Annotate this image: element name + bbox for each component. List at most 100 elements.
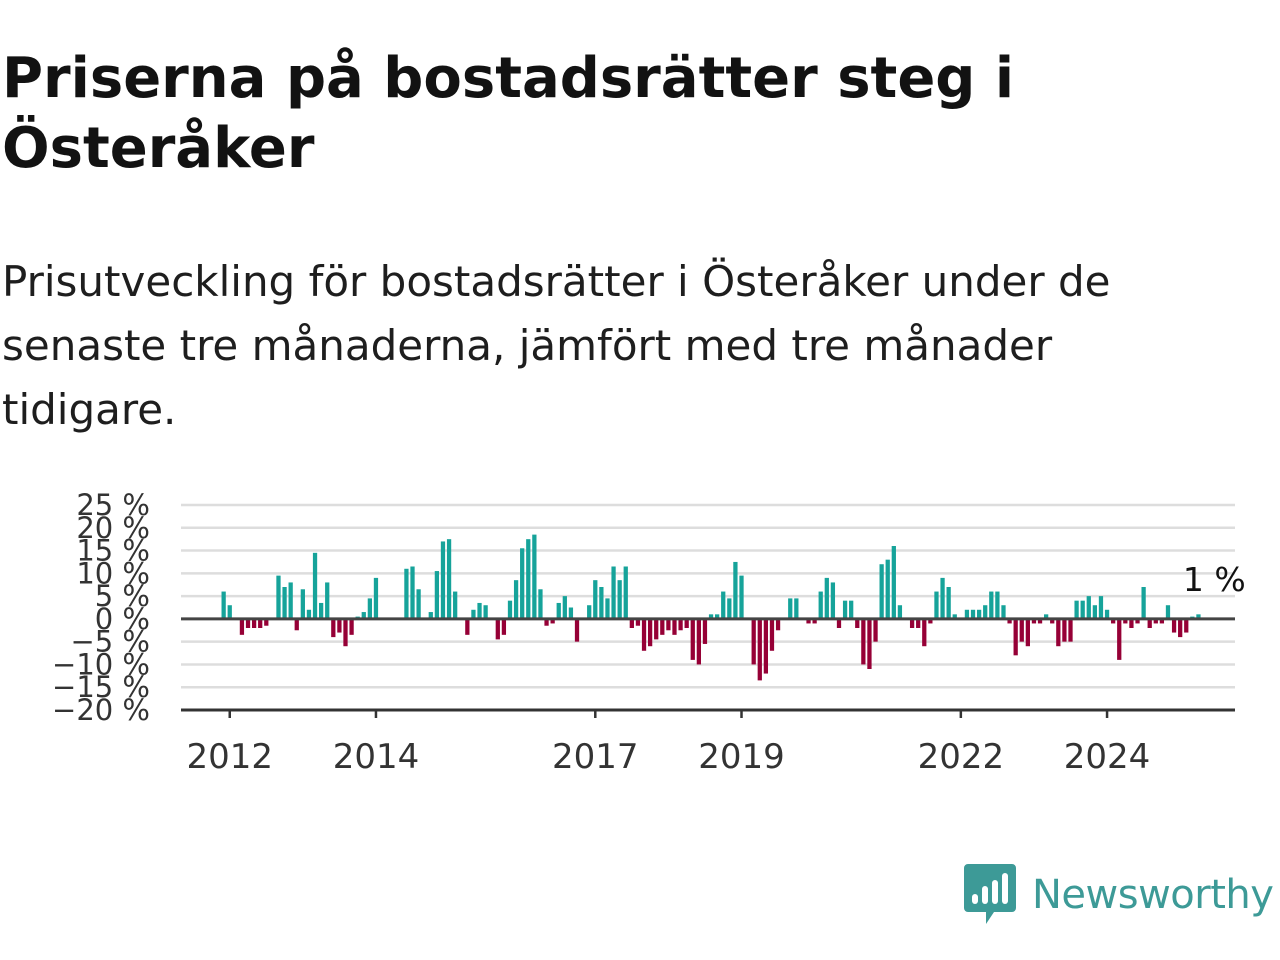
bar xyxy=(264,618,269,626)
bar xyxy=(1001,605,1006,619)
bar xyxy=(1141,587,1146,619)
bar xyxy=(623,566,628,619)
bar xyxy=(1104,609,1110,619)
bar xyxy=(325,582,330,619)
x-tick-label: 2024 xyxy=(1064,737,1151,777)
bar xyxy=(239,618,245,635)
bar xyxy=(842,600,848,619)
bar xyxy=(715,614,720,619)
bar xyxy=(690,618,695,660)
bar xyxy=(1129,618,1134,628)
bar xyxy=(861,618,866,665)
bar xyxy=(702,618,708,644)
bar xyxy=(1147,618,1152,628)
y-tick-label: −5 % xyxy=(70,625,150,659)
bar xyxy=(1086,596,1091,619)
bar xyxy=(934,591,939,619)
bar xyxy=(1098,596,1104,619)
bar xyxy=(526,539,531,619)
bar xyxy=(660,618,665,635)
bar xyxy=(532,534,537,619)
bar xyxy=(684,618,689,628)
bar xyxy=(654,618,659,640)
bar xyxy=(1135,618,1140,624)
bar xyxy=(446,539,452,619)
bar xyxy=(495,618,500,640)
bar xyxy=(1013,618,1018,656)
x-tick-label: 2014 xyxy=(333,737,420,777)
bar xyxy=(879,564,884,619)
bar xyxy=(964,609,970,619)
bar xyxy=(873,618,878,642)
bar xyxy=(440,541,446,619)
bar-chart: 25 %20 %15 %10 %5 %0 %−5 %−10 %−15 %−20 … xyxy=(52,488,1246,777)
bar xyxy=(733,561,738,619)
bar xyxy=(928,618,933,624)
bar xyxy=(897,605,903,619)
bar xyxy=(306,609,312,619)
bar xyxy=(1019,618,1024,642)
y-tick-label: 25 % xyxy=(76,488,150,522)
bar xyxy=(1074,600,1079,619)
bar xyxy=(788,598,793,619)
bar xyxy=(976,609,982,619)
bar xyxy=(1178,618,1183,638)
newsworthy-logo-icon xyxy=(964,864,1016,924)
bar xyxy=(434,571,440,619)
bar xyxy=(282,587,287,619)
bar xyxy=(1025,618,1030,647)
bar xyxy=(769,618,775,651)
bar xyxy=(471,609,476,619)
bar xyxy=(453,591,458,619)
bar xyxy=(672,618,677,635)
bar xyxy=(635,618,641,626)
bar xyxy=(617,580,622,619)
bar xyxy=(867,618,872,669)
bar xyxy=(989,591,994,619)
bar xyxy=(696,618,701,665)
bar xyxy=(465,618,470,635)
bar xyxy=(970,609,976,619)
bar xyxy=(221,591,226,619)
bar xyxy=(538,589,543,619)
bar xyxy=(794,598,799,619)
bar xyxy=(983,605,988,619)
bar xyxy=(1044,614,1049,619)
latest-value-annotation: 1 % xyxy=(1183,560,1246,599)
bar xyxy=(946,587,951,619)
bar xyxy=(1062,618,1067,642)
bar xyxy=(343,618,348,647)
bar xyxy=(1050,618,1055,624)
bar xyxy=(483,605,488,619)
bar xyxy=(599,587,604,619)
bar xyxy=(404,568,409,619)
bar xyxy=(830,582,836,619)
x-tick-label: 2019 xyxy=(698,737,785,777)
bar xyxy=(1153,618,1158,624)
y-tick-label: −10 % xyxy=(52,647,150,681)
bar xyxy=(952,614,957,619)
bar xyxy=(751,618,756,665)
bar xyxy=(647,618,653,647)
bar xyxy=(501,618,507,635)
bar xyxy=(1159,618,1165,624)
bar xyxy=(428,612,433,619)
bar xyxy=(276,575,281,619)
bars xyxy=(221,534,1201,681)
x-axis-ticks: 2012 2014 2017 2019 2022 2024 xyxy=(186,710,1150,777)
bar xyxy=(721,591,726,619)
bar xyxy=(416,589,421,619)
bar xyxy=(757,618,762,681)
bar xyxy=(678,618,683,631)
bar xyxy=(507,600,513,619)
bar xyxy=(574,618,580,642)
bar xyxy=(708,614,714,619)
x-tick-label: 2012 xyxy=(186,737,273,777)
bar xyxy=(513,580,519,619)
bar xyxy=(312,552,318,619)
bar xyxy=(916,618,921,628)
x-tick-label: 2022 xyxy=(918,737,1005,777)
bar xyxy=(288,582,293,619)
y-tick-label: 0 % xyxy=(95,602,150,636)
bar xyxy=(806,618,811,624)
